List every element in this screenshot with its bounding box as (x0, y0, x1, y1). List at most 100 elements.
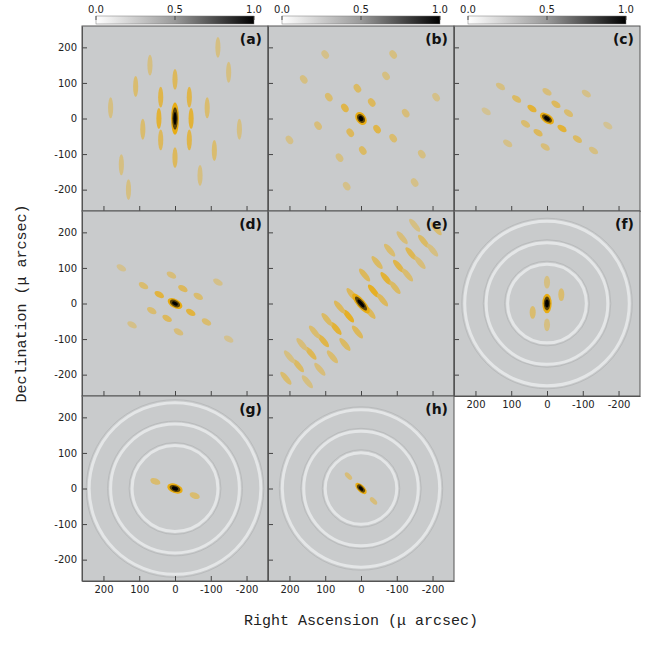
core (544, 297, 551, 311)
sidelobe (416, 148, 427, 159)
tick (475, 206, 476, 211)
tick-label: 0 (544, 399, 550, 410)
tick (268, 232, 273, 233)
sidelobe (366, 97, 377, 108)
tick (511, 206, 512, 211)
tick (103, 391, 104, 396)
tick-mark (619, 206, 620, 211)
sidelobe (409, 177, 420, 188)
sidelobe (332, 299, 347, 315)
colorbar: 0.00.51.0 (460, 4, 634, 24)
sidelobe (511, 94, 523, 105)
tick-mark (325, 206, 326, 211)
image-marks (279, 407, 442, 570)
ring (132, 446, 218, 532)
sidelobe (334, 152, 345, 163)
tick-mark (268, 375, 273, 376)
image-marks (86, 400, 264, 578)
tick-mark (397, 391, 398, 396)
tick: 100 (58, 448, 87, 459)
tick-mark (289, 576, 290, 581)
tick-label: -100 (54, 149, 77, 160)
tick-mark (268, 83, 273, 84)
sidelobe (372, 123, 383, 134)
colorbar-tick-label: 0.5 (353, 4, 369, 15)
tick-mark (325, 576, 326, 581)
tick-mark (268, 47, 273, 48)
tick-label: 0 (71, 483, 77, 494)
sidelobe (539, 142, 551, 153)
tick (361, 206, 362, 211)
sidelobe (580, 88, 592, 99)
tick-label: -200 (54, 184, 77, 195)
tick (268, 304, 273, 305)
sidelobe (425, 242, 440, 258)
tick-label: -200 (54, 554, 77, 565)
panel-frame (268, 211, 454, 396)
tick-mark (268, 417, 273, 418)
tick-label: -200 (422, 584, 445, 595)
tick-mark (211, 576, 212, 581)
tick (325, 391, 326, 396)
tick: 100 (58, 263, 87, 274)
ring (282, 410, 439, 567)
tick (268, 47, 273, 48)
sidelobe (298, 74, 309, 85)
tick-mark (454, 339, 459, 340)
tick-mark (325, 391, 326, 396)
sidelobe (345, 127, 356, 138)
tick-mark (454, 83, 459, 84)
panel: (e) (268, 211, 455, 397)
sidelobe (375, 292, 390, 308)
panel: -200-1000100200(d) (54, 211, 268, 397)
panel-frame (82, 211, 268, 396)
panel-background (268, 396, 454, 581)
tick: 100 (316, 576, 335, 595)
tick-label: 100 (58, 263, 77, 274)
image-marks (108, 37, 242, 200)
y-axis (268, 27, 273, 212)
image-marks (480, 81, 614, 156)
tick (289, 206, 290, 211)
tick-mark (139, 391, 140, 396)
tick (289, 391, 290, 396)
tick-mark (547, 206, 548, 211)
tick-mark (433, 576, 434, 581)
tick-mark (547, 391, 548, 396)
sidelobe (189, 491, 201, 500)
core (350, 291, 373, 316)
sidelobe (544, 318, 550, 331)
tick-label: -100 (54, 519, 77, 530)
x-axis: 2001000-100-200 (269, 576, 455, 595)
ring (508, 264, 587, 343)
tick: 0 (358, 576, 364, 595)
tick-mark (211, 391, 212, 396)
tick-mark (454, 154, 459, 155)
tick-label: 0 (172, 584, 178, 595)
sidelobe (413, 255, 428, 271)
tick-label: 200 (94, 584, 113, 595)
tick (619, 206, 620, 211)
sidelobe (571, 134, 583, 145)
tick-mark (583, 206, 584, 211)
tick-mark (268, 232, 273, 233)
ring (108, 421, 243, 556)
sidelobe (158, 129, 163, 150)
ring (465, 221, 630, 386)
tick-mark (211, 206, 212, 211)
tick-label: 100 (130, 584, 149, 595)
tick: 0 (71, 113, 87, 124)
panel-frame (268, 26, 454, 211)
sidelobe (480, 106, 492, 117)
sidelobe (165, 270, 177, 280)
core (173, 112, 176, 125)
tick-mark (268, 339, 273, 340)
tick-mark (433, 206, 434, 211)
figure: 0.00.51.00.00.51.00.00.51.0-200-10001002… (0, 0, 666, 646)
tick (433, 391, 434, 396)
tick (268, 375, 273, 376)
tick-mark (82, 417, 87, 418)
tick-label: -100 (572, 399, 595, 410)
sidelobe (161, 313, 173, 323)
tick: 200 (94, 576, 113, 595)
